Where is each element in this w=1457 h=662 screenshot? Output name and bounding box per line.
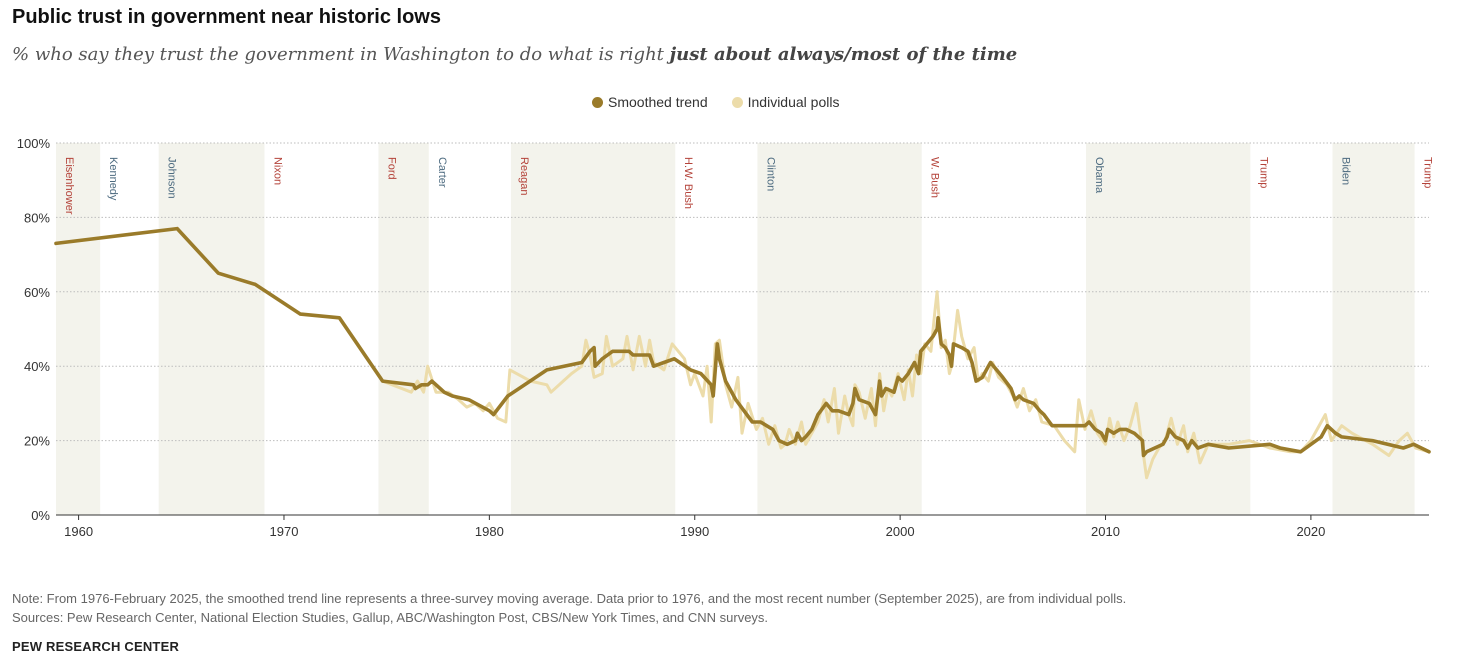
- y-tick-label: 0%: [31, 508, 50, 523]
- president-label: Trump: [1422, 157, 1434, 188]
- president-band-4: [378, 143, 429, 515]
- president-label: Clinton: [764, 157, 776, 191]
- smoothed-trend-line: [54, 226, 1431, 458]
- x-tick-label: 1960: [64, 524, 93, 539]
- y-tick-label: 100%: [17, 136, 51, 151]
- president-band-10: [1086, 143, 1251, 515]
- chart-sources: Sources: Pew Research Center, National E…: [12, 610, 769, 625]
- president-label: Nixon: [271, 157, 283, 185]
- legend-label-smoothed: Smoothed trend: [608, 94, 708, 110]
- y-tick-label: 80%: [24, 210, 50, 225]
- legend-label-polls: Individual polls: [747, 94, 840, 110]
- x-tick-label: 2020: [1296, 524, 1325, 539]
- smoothed-swatch-icon: [592, 96, 603, 108]
- subtitle-plain: % who say they trust the government in W…: [12, 44, 670, 65]
- polls-swatch-icon: [731, 96, 743, 108]
- chart-title: Public trust in government near historic…: [12, 6, 441, 28]
- president-band-2: [158, 143, 265, 515]
- president-band-8: [757, 143, 922, 515]
- y-tick-label: 60%: [24, 285, 50, 300]
- chart-legend: Smoothed trend Individual polls: [592, 94, 839, 110]
- president-label: Trump: [1257, 157, 1269, 188]
- president-label: W. Bush: [929, 157, 941, 198]
- president-label: Eisenhower: [63, 157, 75, 215]
- chart-note: Note: From 1976-February 2025, the smoot…: [12, 591, 1127, 606]
- x-tick-label: 1980: [475, 524, 504, 539]
- president-label: Biden: [1339, 157, 1351, 185]
- president-label: Johnson: [166, 157, 178, 199]
- chart-subtitle: % who say they trust the government in W…: [12, 44, 1017, 65]
- legend-item-smoothed: Smoothed trend: [592, 94, 708, 110]
- subtitle-bold: just about always/most of the time: [669, 44, 1018, 65]
- president-band-6: [510, 143, 676, 515]
- individual-polls-line: [381, 290, 1431, 480]
- president-label: Obama: [1093, 157, 1105, 194]
- president-label: H.W. Bush: [682, 157, 694, 209]
- president-band-0: [56, 143, 101, 515]
- x-tick-label: 1990: [680, 524, 709, 539]
- x-tick-label: 2010: [1091, 524, 1120, 539]
- x-tick-label: 1970: [270, 524, 299, 539]
- legend-item-polls: Individual polls: [731, 94, 840, 110]
- president-label: Reagan: [518, 157, 530, 196]
- brand-logo: PEW RESEARCH CENTER: [12, 639, 180, 654]
- president-label: Kennedy: [107, 157, 119, 201]
- president-label: Carter: [436, 157, 448, 188]
- president-band-12: [1332, 143, 1415, 515]
- x-tick-label: 2000: [886, 524, 915, 539]
- y-tick-label: 20%: [24, 434, 50, 449]
- y-tick-label: 40%: [24, 359, 50, 374]
- president-label: Ford: [385, 157, 397, 180]
